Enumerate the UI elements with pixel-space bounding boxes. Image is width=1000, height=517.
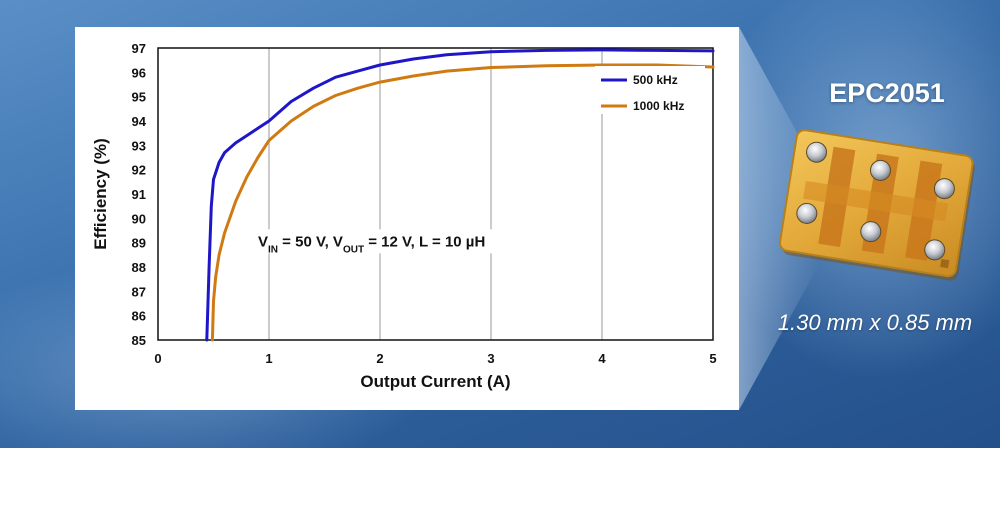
grid-lines bbox=[268, 48, 603, 340]
y-tick-label-94: 94 bbox=[132, 114, 147, 129]
y-tick-label-95: 95 bbox=[132, 90, 146, 105]
y-tick-label-92: 92 bbox=[132, 163, 146, 178]
annotation-subscript: IN bbox=[268, 244, 278, 255]
x-tick-label-3: 3 bbox=[487, 351, 494, 366]
chip-dimensions: 1.30 mm x 0.85 mm bbox=[777, 310, 973, 335]
legend-label-1: 500 kHz bbox=[633, 73, 678, 87]
y-tick-label-87: 87 bbox=[132, 284, 146, 299]
x-tick-label-5: 5 bbox=[709, 351, 716, 366]
series-line-1 bbox=[205, 48, 715, 342]
legend-label-2: 1000 kHz bbox=[633, 99, 684, 113]
y-tick-label-88: 88 bbox=[132, 260, 146, 275]
y-tick-label-90: 90 bbox=[132, 211, 146, 226]
test-conditions-annotation: VIN = 50 V, VOUT = 12 V, L = 10 µH bbox=[258, 233, 485, 255]
y-tick-label-96: 96 bbox=[132, 65, 146, 80]
x-tick-label-0: 0 bbox=[154, 351, 161, 366]
annotation-text: = 12 V, L = 10 µH bbox=[364, 233, 485, 250]
series-line-2 bbox=[210, 63, 715, 342]
part-number-title: EPC2051 bbox=[829, 78, 945, 108]
y-tick-labels: 85 86 87 88 89 90 91 92 93 94 95 96 97 bbox=[132, 41, 147, 348]
x-tick-label-2: 2 bbox=[376, 351, 383, 366]
annotation-backdrop bbox=[252, 229, 532, 254]
chip-image bbox=[779, 129, 975, 281]
plot-frame bbox=[157, 47, 714, 341]
y-tick-label-93: 93 bbox=[132, 138, 146, 153]
efficiency-chart: 0 1 2 3 4 5 85 86 87 88 89 90 91 92 93 94 95 96 97 Output… bbox=[91, 41, 717, 391]
y-axis-title: Efficiency (%) bbox=[91, 138, 110, 249]
x-tick-labels: 0 1 2 3 4 5 bbox=[154, 351, 716, 366]
y-tick-label-85: 85 bbox=[132, 333, 146, 348]
legend: 500 kHz 1000 kHz bbox=[595, 66, 705, 114]
y-tick-label-89: 89 bbox=[132, 236, 146, 251]
series-lines bbox=[205, 48, 715, 342]
banner-background: 0 1 2 3 4 5 85 86 87 88 89 90 91 92 93 94 95 96 97 Output… bbox=[0, 0, 1000, 448]
annotation-subscript: OUT bbox=[343, 244, 364, 255]
x-tick-label-4: 4 bbox=[598, 351, 606, 366]
annotation-text: = 50 V, V bbox=[278, 233, 343, 250]
y-tick-label-97: 97 bbox=[132, 41, 146, 56]
x-axis-title: Output Current (A) bbox=[360, 372, 510, 391]
y-tick-label-91: 91 bbox=[132, 187, 146, 202]
y-tick-label-86: 86 bbox=[132, 309, 146, 324]
annotation-text: V bbox=[258, 233, 268, 250]
chart-panel: 0 1 2 3 4 5 85 86 87 88 89 90 91 92 93 94 95 96 97 Output… bbox=[75, 27, 739, 410]
x-tick-label-1: 1 bbox=[265, 351, 272, 366]
